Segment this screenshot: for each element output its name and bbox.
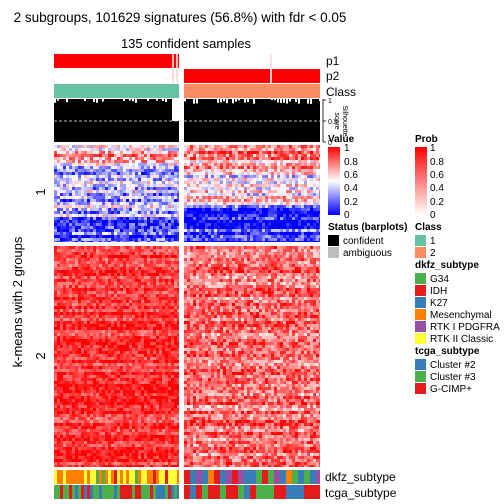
dkfz-legend: dkfz_subtype G34 IDH K27 Mesenchymal RTK… bbox=[415, 260, 500, 345]
status-swatch-confident bbox=[328, 235, 339, 246]
value-tick-0.2: 0.2 bbox=[344, 197, 358, 208]
track-label-dkfz-subtype: dkfz_subtype bbox=[325, 470, 396, 484]
p1-track-partial-0 bbox=[172, 54, 174, 68]
status-label-confident: confident bbox=[343, 236, 384, 247]
p2-track-group2 bbox=[184, 69, 320, 83]
prob-colorbar bbox=[415, 147, 427, 215]
class-swatch-1 bbox=[415, 235, 426, 246]
value-colorbar bbox=[328, 147, 340, 215]
value-legend: Value 1 0.8 0.6 0.4 0.2 0 bbox=[328, 134, 358, 221]
value-tick-0.6: 0.6 bbox=[344, 170, 358, 181]
prob-legend: Prob 1 0.8 0.6 0.4 0.2 0 bbox=[415, 134, 444, 221]
class-label-1: 1 bbox=[430, 236, 436, 247]
row-group-label-1: 1 bbox=[33, 188, 48, 195]
dkfz-swatch-rtk2 bbox=[415, 333, 426, 344]
silhouette-tick-0.5: 0.5 bbox=[328, 119, 338, 126]
prob-tick-0.4: 0.4 bbox=[430, 183, 444, 194]
chart-title: 2 subgroups, 101629 signatures (56.8%) w… bbox=[14, 10, 347, 25]
class-label-2: 2 bbox=[430, 248, 436, 259]
dkfz-legend-title: dkfz_subtype bbox=[415, 260, 479, 271]
prob-legend-title: Prob bbox=[415, 134, 438, 145]
p1-track-partial-2 bbox=[270, 54, 272, 68]
p1-track-group2 bbox=[184, 54, 320, 68]
status-swatch-ambiguous bbox=[328, 247, 339, 258]
prob-tick-0: 0 bbox=[430, 210, 436, 221]
dkfz-label-g34: G34 bbox=[430, 274, 449, 285]
tcga-legend: tcga_subtype Cluster #2 Cluster #3 G-CIM… bbox=[415, 346, 480, 395]
value-tick-0: 0 bbox=[344, 210, 350, 221]
class-track-group1 bbox=[54, 84, 179, 98]
p1-track-partial-1 bbox=[176, 54, 178, 68]
p2-track-partial-2 bbox=[270, 69, 272, 83]
dkfz-label-k27: K27 bbox=[430, 298, 448, 309]
dkfz-label-rtk2: RTK II Classic bbox=[430, 334, 493, 345]
silhouette-tick-1: 1 bbox=[328, 98, 332, 105]
tcga-label-cluster2: Cluster #2 bbox=[430, 360, 476, 371]
dkfz-swatch-idh bbox=[415, 285, 426, 296]
tcga-label-cluster3: Cluster #3 bbox=[430, 372, 476, 383]
p2-track-group1 bbox=[54, 69, 179, 83]
value-tick-0.8: 0.8 bbox=[344, 157, 358, 168]
heatmap-block-r2-c1 bbox=[54, 246, 179, 467]
track-label-tcga-subtype: tcga_subtype bbox=[325, 486, 397, 500]
class-swatch-2 bbox=[415, 247, 426, 258]
row-group-label-2: 2 bbox=[33, 352, 48, 359]
dkfz-swatch-g34 bbox=[415, 273, 426, 284]
p2-track-partial-1 bbox=[176, 69, 178, 83]
y-axis-label: k-means with 2 groups bbox=[10, 236, 25, 367]
value-tick-0.4: 0.4 bbox=[344, 183, 358, 194]
tcga-swatch-cluster2 bbox=[415, 359, 426, 370]
prob-tick-0.8: 0.8 bbox=[430, 157, 444, 168]
dkfz-label-mesenchymal: Mesenchymal bbox=[430, 310, 492, 321]
track-label-p1: p1 bbox=[326, 54, 340, 68]
heatmap-block-r2-c2 bbox=[184, 246, 320, 467]
dkfz-swatch-rtk1 bbox=[415, 321, 426, 332]
silhouette-axis-label: Silhouettescore bbox=[333, 105, 348, 136]
silhouette-tick-0: 0 bbox=[328, 140, 332, 147]
status-legend: Status (barplots) confident ambiguous bbox=[328, 222, 407, 259]
dkfz-label-rtk1: RTK I PDGFRA bbox=[430, 322, 500, 333]
class-track-group2 bbox=[184, 84, 320, 98]
p2-track-partial-0 bbox=[172, 69, 174, 83]
tcga-legend-title: tcga_subtype bbox=[415, 346, 480, 357]
dkfz-label-idh: IDH bbox=[430, 286, 447, 297]
status-legend-title: Status (barplots) bbox=[328, 222, 407, 233]
dkfz-swatch-k27 bbox=[415, 297, 426, 308]
heatmap-block-r1-c2 bbox=[184, 145, 320, 242]
silhouette-low-bars bbox=[172, 99, 179, 121]
tcga-swatch-gcimp bbox=[415, 383, 426, 394]
class-legend-title: Class bbox=[415, 222, 442, 233]
prob-tick-0.6: 0.6 bbox=[430, 170, 444, 181]
track-label-p2: p2 bbox=[326, 69, 340, 83]
p1-track-group1 bbox=[54, 54, 179, 68]
class-legend: Class 1 2 bbox=[415, 222, 442, 259]
tcga-swatch-cluster3 bbox=[415, 371, 426, 382]
track-label-class: Class bbox=[326, 85, 356, 99]
value-tick-1: 1 bbox=[344, 143, 350, 154]
prob-tick-0.2: 0.2 bbox=[430, 197, 444, 208]
prob-tick-1: 1 bbox=[430, 143, 436, 154]
value-legend-title: Value bbox=[328, 134, 355, 145]
heatmap-block-r1-c1 bbox=[54, 145, 179, 242]
tcga-label-gcimp: G-CIMP+ bbox=[430, 384, 472, 395]
status-label-ambiguous: ambiguous bbox=[343, 248, 392, 259]
chart-subtitle: 135 confident samples bbox=[121, 36, 252, 51]
dkfz-swatch-mesenchymal bbox=[415, 309, 426, 320]
